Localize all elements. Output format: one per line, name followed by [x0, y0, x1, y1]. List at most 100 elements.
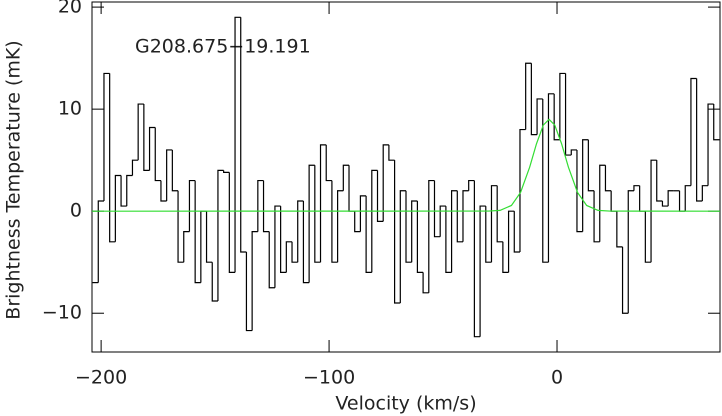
spectrum-channel — [148, 126, 156, 171]
spectrum-channel — [456, 190, 463, 243]
spectrum-channel — [468, 179, 475, 191]
spectrum-channel — [399, 190, 406, 304]
spectrum-channel — [627, 190, 634, 314]
spectrum-channel — [359, 195, 367, 232]
spectrum-channel — [599, 164, 606, 242]
spectrum-channel — [240, 17, 247, 253]
spectrum-channel — [707, 103, 714, 186]
spectrum-channel — [701, 185, 709, 201]
spectrum-channel — [194, 180, 201, 284]
spectrum-channel — [143, 104, 150, 171]
y-axis-label: Brightness Temperature (mK) — [3, 40, 25, 319]
spectrum-channel — [485, 206, 492, 263]
spectrum-channel — [371, 169, 378, 273]
spectrum-channel — [285, 241, 293, 273]
spectrum-channel — [667, 190, 674, 207]
spectrum-channel — [302, 200, 310, 284]
spectrum-channel — [211, 262, 218, 302]
spectrum-channel — [587, 139, 595, 192]
spectrum-channel — [433, 180, 441, 238]
spectrum-channel — [171, 149, 179, 192]
spectrum-channel — [519, 128, 526, 252]
spectrum-channel — [114, 174, 122, 242]
spectrum-channel — [251, 230, 258, 331]
spectrum-channel — [177, 190, 184, 263]
spectrum-channel — [205, 211, 213, 263]
spectrum-channel — [354, 211, 361, 233]
spectrum-channel — [656, 160, 663, 202]
spectrum-channel — [644, 211, 652, 263]
spectrum-channel — [570, 149, 577, 156]
spectrum-channel — [376, 170, 384, 222]
spectrum-channel — [678, 190, 686, 212]
spectrum-channel — [257, 179, 264, 232]
spectrum-channel — [416, 200, 424, 274]
spectrum-channel — [621, 246, 629, 314]
spectrum-channel — [479, 205, 486, 337]
spectrum-channel — [120, 175, 127, 207]
spectrum-channel — [639, 185, 646, 212]
spectrum-channel — [462, 190, 469, 242]
spectrum-channel — [507, 210, 515, 273]
spectrum-channel — [696, 78, 703, 202]
y-tick-label: −10 — [42, 302, 82, 324]
spectrum-channel — [661, 200, 669, 207]
spectrum-channel — [228, 172, 236, 274]
spectrum-channel — [582, 139, 589, 232]
spectrum-channel — [450, 190, 458, 273]
spectrum-channel — [536, 98, 543, 135]
spectrum-channel — [342, 164, 350, 191]
spectrum-channel — [291, 241, 298, 263]
spectrum-channel — [473, 180, 481, 338]
spectrum-channel — [542, 98, 549, 263]
x-tick-label: −200 — [75, 367, 127, 389]
spectrum-channel — [428, 179, 435, 293]
spectrum-channel — [650, 159, 657, 263]
spectrum-channel — [496, 185, 503, 243]
spectrum-channel — [280, 206, 287, 274]
spectrum-channel — [593, 190, 600, 243]
spectrum-channel — [365, 195, 372, 274]
fit-line — [91, 118, 721, 212]
spectrum-channel — [490, 185, 498, 263]
spectrum-channel — [103, 72, 110, 201]
spectrum-channel — [564, 73, 572, 156]
spectrum-channel — [422, 272, 429, 294]
spectrum-channel — [308, 164, 315, 283]
spectrum-channel — [530, 63, 538, 136]
x-tick-label: −100 — [303, 367, 355, 389]
x-tick-label: 0 — [551, 367, 563, 389]
spectrum-channel — [188, 179, 196, 232]
spectrum-channel — [388, 144, 395, 161]
spectrum-channel — [604, 165, 612, 192]
spectrum-channel — [319, 144, 327, 263]
spectrum-channel — [547, 93, 555, 263]
y-tick-label: 20 — [58, 0, 82, 18]
spectrum-channel — [297, 200, 304, 263]
spectrum-channel — [268, 231, 275, 289]
spectrum-channel — [262, 180, 270, 233]
spectrum-channel — [223, 170, 230, 174]
spectrum-channel — [405, 190, 412, 263]
annotation: G208.675−19.191 — [135, 36, 311, 58]
plot-frame — [91, 1, 721, 353]
spectrum-channel — [394, 160, 401, 304]
spectrum-channel — [525, 62, 532, 130]
spectrum-channel — [348, 165, 355, 212]
spectrum-channel — [126, 174, 133, 207]
spectrum-channel — [684, 185, 691, 212]
spectrum-channel — [109, 73, 116, 243]
spectrum-channel — [633, 185, 640, 191]
spectrum-channel — [245, 252, 253, 332]
spectrum-channel — [445, 206, 452, 274]
spectrum-channel — [234, 16, 241, 273]
spectrum-channel — [513, 211, 520, 253]
spectrum-channel — [274, 205, 281, 288]
spectrum-channel — [337, 190, 344, 263]
spectrum-channel — [200, 210, 207, 283]
x-axis-label: Velocity (km/s) — [335, 393, 476, 415]
spectrum-channel — [439, 205, 446, 237]
spectrum-channel — [137, 103, 144, 161]
spectrum-channel — [553, 93, 560, 141]
